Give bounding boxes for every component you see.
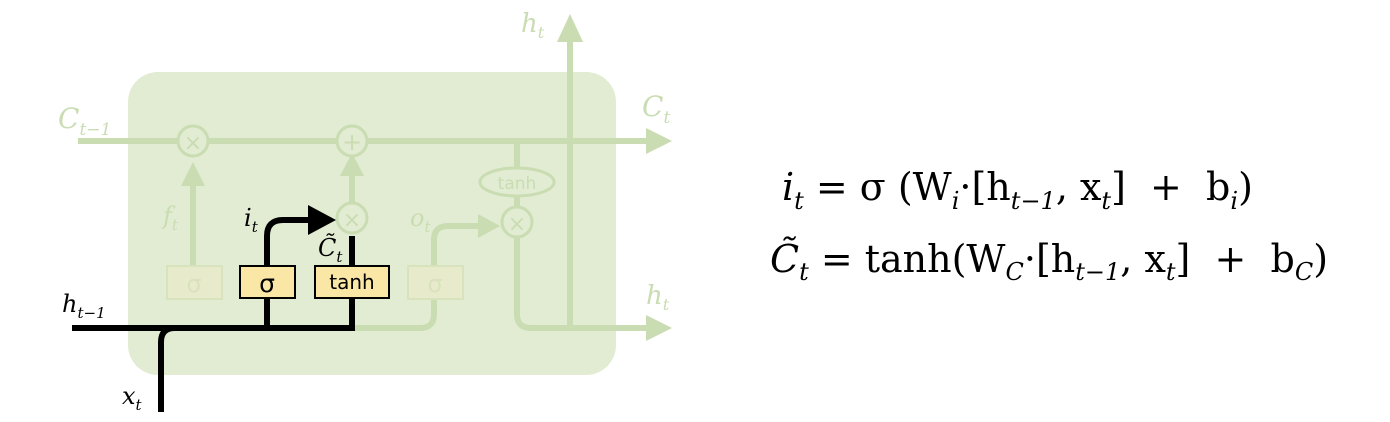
candidate-gate-tanh: tanh xyxy=(329,270,374,294)
eq2-rhs: = tanh(W xyxy=(808,236,1006,281)
output-gate-sigma: σ xyxy=(427,270,442,298)
eq2-lhs: C̃ xyxy=(770,236,800,281)
hidden-up-arrowhead xyxy=(557,14,583,42)
faded-gates: σ σ xyxy=(166,265,464,300)
candidate-gate-box xyxy=(314,265,390,299)
forget-gate-box xyxy=(166,265,223,300)
eq2-x-sub: t xyxy=(1165,258,1176,287)
eq1-tail: ] + b xyxy=(1111,165,1231,209)
input-gate-sigma: σ xyxy=(259,269,275,298)
hidden-out-arrowhead xyxy=(646,315,672,341)
x-input-path xyxy=(158,325,176,412)
x-input-label: xt xyxy=(122,382,143,414)
highlight-labels: it C̃t ht−1 xt xyxy=(62,204,343,414)
add-op xyxy=(335,124,369,158)
eq1-lhs: i xyxy=(782,165,795,209)
add-symbol: + xyxy=(342,128,362,156)
highlight-gates: σ tanh xyxy=(239,265,390,299)
eq1-w-sub: i xyxy=(951,186,960,215)
input-gate-path xyxy=(264,217,312,268)
tanh-op-ellipse xyxy=(478,166,556,198)
forget-gate-arrowhead xyxy=(181,162,205,186)
h-top-label: ht xyxy=(521,9,545,42)
eq2-b-sub: C xyxy=(1294,258,1314,287)
tanh-op-label: tanh xyxy=(498,174,537,194)
c-prev-label: Ct−1 xyxy=(58,102,111,140)
highlight-paths xyxy=(72,217,355,412)
input-gate-box xyxy=(239,265,296,299)
faded-operator-symbols: × + × × tanh xyxy=(184,128,537,237)
eq1-rhs: = σ (W xyxy=(803,165,952,209)
eq1-h-sub: t−1 xyxy=(1010,186,1056,215)
eq2-mid: ·[h xyxy=(1023,236,1076,281)
hidden-out-path xyxy=(514,236,646,331)
lstm-cell-diagram: × + × × tanh σ σ σ tanh xyxy=(58,9,672,414)
eq1-mid: ·[h xyxy=(959,165,1011,209)
input-multiply-symbol: × xyxy=(343,208,361,233)
eq1-lhs-sub: t xyxy=(794,186,804,215)
input-gate-equation: it = σ (Wi·[ht−1, xt] + bi) xyxy=(770,158,1370,230)
o-gate-label: ot xyxy=(410,204,431,236)
forget-multiply-symbol: × xyxy=(184,131,202,156)
cell-background xyxy=(128,72,616,375)
eq2-lhs-sub: t xyxy=(799,258,809,287)
faded-operators xyxy=(176,124,556,239)
input-gate-arrowhead xyxy=(308,205,336,235)
c-tilde-label: C̃t xyxy=(318,234,343,266)
eq2-tail: ] + b xyxy=(1175,236,1295,281)
eq2-end: ) xyxy=(1313,236,1329,281)
output-multiply-op xyxy=(500,205,534,239)
output-gate-box xyxy=(407,265,464,300)
h-prev-label: ht−1 xyxy=(62,290,106,322)
forget-gate-sigma: σ xyxy=(186,270,201,298)
eq1-x-sub: t xyxy=(1101,186,1112,215)
eq2-w-sub: C xyxy=(1005,258,1024,287)
eq1-b-sub: i xyxy=(1230,186,1239,215)
eq1-end: ) xyxy=(1238,165,1253,209)
eq1-comma: , x xyxy=(1055,165,1102,209)
c-out-label: Ct xyxy=(642,90,670,128)
output-multiply-symbol: × xyxy=(508,212,526,237)
faded-arrowheads xyxy=(181,14,672,341)
forget-multiply-op xyxy=(176,124,210,158)
add-arrowhead xyxy=(340,153,364,176)
equations: it = σ (Wi·[ht−1, xt] + bi) C̃t = tanh(W… xyxy=(770,158,1370,301)
eq2-h-sub: t−1 xyxy=(1075,258,1121,287)
h-right-label: ht xyxy=(646,281,670,314)
cell-state-arrowhead xyxy=(646,128,672,154)
output-gate-arrowhead xyxy=(478,214,500,238)
candidate-equation: C̃t = tanh(WC·[ht−1, xt] + bC) xyxy=(770,230,1370,302)
input-multiply-op xyxy=(335,201,369,235)
eq2-comma: , x xyxy=(1120,236,1166,281)
i-gate-label: it xyxy=(244,204,259,236)
